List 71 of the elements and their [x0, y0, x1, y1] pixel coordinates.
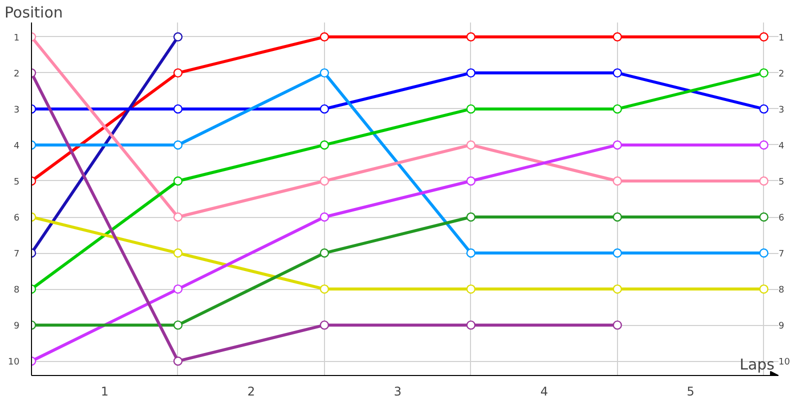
- point: [320, 248, 330, 258]
- point: [320, 284, 330, 294]
- point: [173, 356, 183, 366]
- y2-tick-label: 4: [778, 141, 784, 152]
- point: [320, 212, 330, 222]
- y2-tick-label: 8: [778, 286, 784, 296]
- y-tick-label: 6: [14, 214, 20, 224]
- point: [466, 284, 476, 294]
- point: [466, 248, 476, 258]
- y2-tick-label: 10: [778, 358, 790, 368]
- point: [612, 248, 622, 258]
- point: [612, 104, 622, 114]
- point: [173, 68, 183, 78]
- x-tick-label: 4: [540, 384, 548, 398]
- point: [759, 212, 768, 222]
- y-axis-title: Position: [4, 4, 63, 22]
- point: [759, 104, 768, 114]
- y-tick-label: 10: [8, 358, 20, 368]
- y-tick-label: 9: [14, 322, 20, 332]
- y2-tick-label: 2: [778, 69, 784, 80]
- point: [320, 32, 330, 42]
- point: [466, 104, 476, 114]
- point: [173, 104, 183, 114]
- point: [759, 140, 768, 150]
- y-tick-label: 3: [14, 105, 20, 116]
- point: [612, 284, 622, 294]
- point: [612, 32, 622, 42]
- point: [320, 140, 330, 150]
- point: [466, 140, 476, 150]
- y2-tick-label: 7: [778, 250, 784, 260]
- point: [466, 212, 476, 222]
- x-tick-label: 2: [247, 384, 256, 398]
- point: [612, 212, 622, 222]
- point: [466, 176, 476, 186]
- point: [320, 104, 330, 114]
- point: [759, 248, 768, 258]
- point: [320, 320, 330, 330]
- x-axis-title: Laps: [740, 356, 775, 374]
- point: [173, 212, 183, 222]
- y-tick-label: 7: [14, 250, 20, 260]
- y-tick-label: 8: [14, 286, 20, 296]
- point: [466, 68, 476, 78]
- point: [320, 176, 330, 186]
- y2-tick-label: 3: [778, 105, 784, 116]
- y-tick-label: 1: [14, 33, 20, 44]
- x-tick-label: 3: [394, 384, 402, 398]
- y-tick-label: 5: [14, 177, 20, 188]
- x-tick-label: 1: [100, 384, 109, 398]
- point: [612, 140, 622, 150]
- point: [759, 32, 768, 42]
- point: [173, 320, 183, 330]
- y-tick-label: 2: [14, 69, 20, 80]
- point: [173, 140, 183, 150]
- point: [466, 320, 476, 330]
- y2-tick-label: 1: [778, 33, 784, 44]
- point: [759, 284, 768, 294]
- point: [612, 176, 622, 186]
- point: [320, 68, 330, 78]
- y-tick-label: 4: [14, 141, 20, 152]
- y2-tick-label: 9: [778, 322, 784, 332]
- y2-tick-label: 6: [778, 214, 784, 224]
- point: [612, 68, 622, 78]
- point: [173, 176, 183, 186]
- point: [173, 248, 183, 258]
- point: [173, 284, 183, 294]
- point: [612, 320, 622, 330]
- x-tick-label: 5: [686, 384, 694, 398]
- point: [466, 32, 476, 42]
- point: [759, 68, 768, 78]
- point: [759, 176, 768, 186]
- y2-tick-label: 5: [778, 177, 784, 188]
